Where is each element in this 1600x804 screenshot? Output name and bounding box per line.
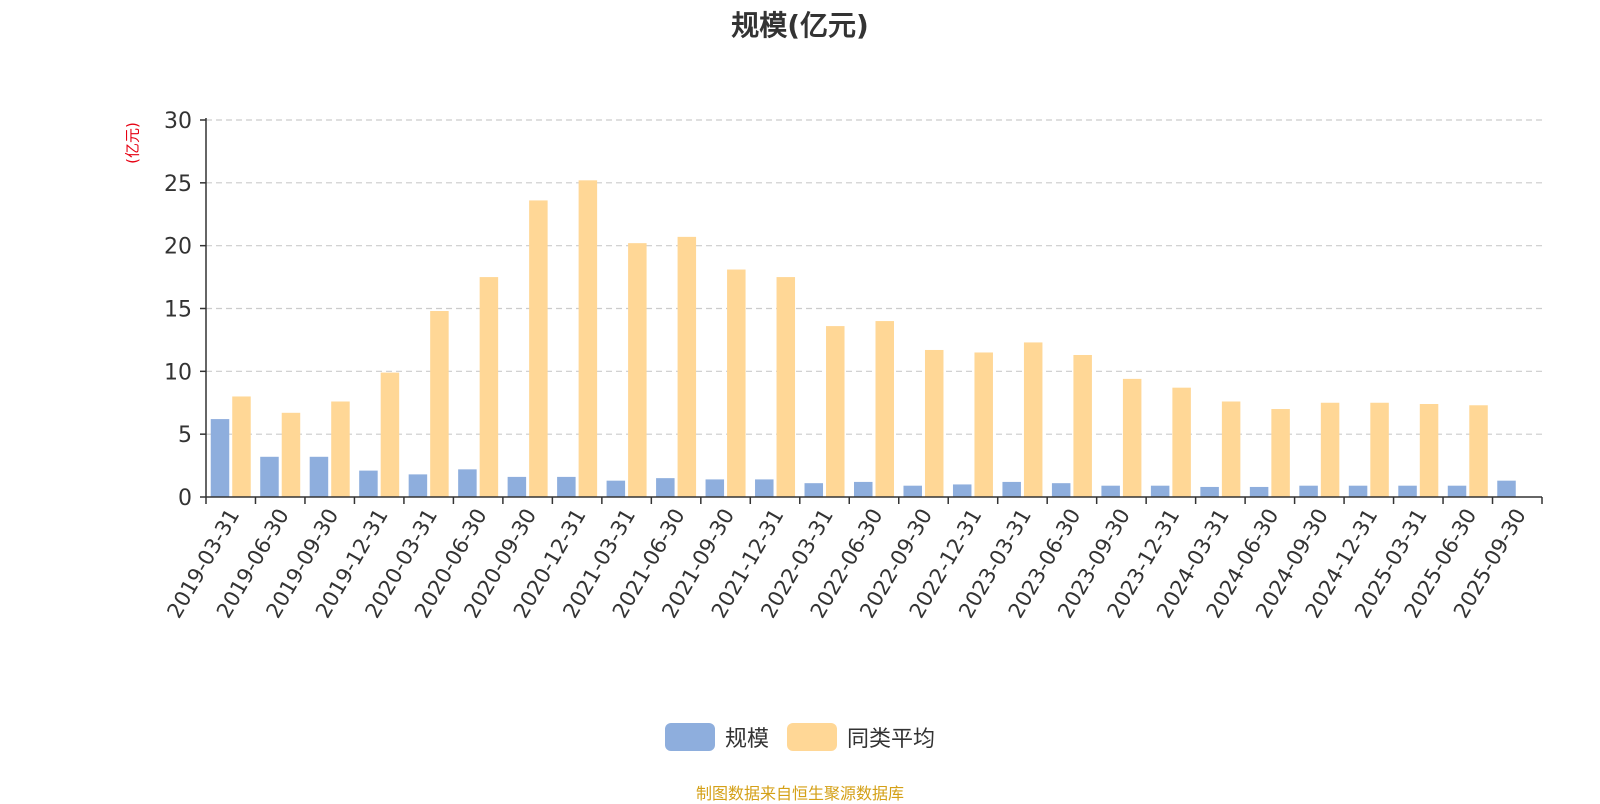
bar-peer-average [1073, 354, 1092, 497]
bar-scale [1447, 485, 1467, 497]
bar-scale [1101, 485, 1120, 497]
bar-peer-average [1221, 401, 1241, 497]
bar-peer-average [281, 412, 301, 497]
bar-peer-average [677, 236, 697, 497]
chart-legend: 规模 同类平均 [0, 721, 1600, 753]
bar-scale [1051, 483, 1071, 497]
legend-swatch-scale [664, 723, 715, 751]
bar-peer-average [1271, 409, 1290, 497]
bar-peer-average [331, 401, 350, 497]
bar-peer-average [1469, 405, 1488, 497]
bar-scale [1249, 486, 1269, 497]
chart-title: 规模(亿元) [731, 9, 869, 42]
bar-scale [656, 478, 675, 497]
bar-scale [359, 470, 378, 497]
legend-label-scale: 规模 [724, 727, 769, 752]
bar-scale [1200, 486, 1219, 497]
bar-peer-average [430, 311, 449, 497]
bar-peer-average [1172, 387, 1191, 497]
bar-scale [210, 419, 230, 497]
bar-scale [804, 483, 824, 497]
bar-peer-average [479, 277, 499, 497]
bar-scale [260, 456, 279, 497]
bar-scale [1002, 481, 1021, 497]
bar-scale [408, 474, 428, 497]
bar-peer-average [232, 396, 251, 497]
bar-scale [309, 456, 329, 497]
bar-peer-average [1320, 402, 1340, 497]
y-tick-label: 20 [164, 235, 192, 260]
bar-scale [705, 479, 725, 497]
bar-peer-average [578, 180, 598, 497]
y-tick-label: 25 [164, 172, 192, 197]
data-source-note: 制图数据来自恒生聚源数据库 [695, 784, 904, 803]
bar-peer-average [1419, 404, 1439, 497]
y-tick-label: 15 [164, 298, 192, 323]
y-tick-label: 0 [178, 486, 192, 511]
bar-scale [1150, 485, 1170, 497]
bar-scale [854, 481, 873, 497]
y-tick-label: 5 [178, 423, 192, 448]
bar-scale [557, 476, 576, 497]
bar-scale [755, 479, 774, 497]
legend-item-peer-average[interactable]: 同类平均 [787, 721, 935, 753]
y-tick-label: 30 [164, 109, 192, 134]
bar-peer-average [628, 243, 647, 497]
bar-scale [1398, 485, 1417, 497]
legend-swatch-peer-average [787, 723, 837, 751]
y-tick-label: 10 [164, 360, 192, 385]
bar-peer-average [529, 200, 548, 497]
bar-peer-average [776, 277, 796, 497]
bar-peer-average [875, 321, 894, 497]
bar-scale [903, 485, 922, 497]
bar-peer-average [1122, 378, 1142, 497]
legend-item-scale[interactable]: 规模 [664, 721, 769, 753]
bar-scale [1497, 480, 1516, 497]
bar-peer-average [727, 269, 746, 497]
bar-scale [952, 484, 972, 497]
bar-peer-average [1023, 342, 1043, 497]
bar-scale [458, 469, 477, 497]
bar-scale [606, 480, 626, 497]
bar-scale [1299, 485, 1318, 497]
bar-scale [1348, 485, 1368, 497]
y-axis-unit-label: (亿元) [123, 122, 142, 164]
bar-peer-average [826, 326, 845, 497]
bar-peer-average [1370, 402, 1389, 497]
bar-peer-average [380, 372, 400, 497]
bar-peer-average [924, 349, 944, 497]
bar-scale [507, 476, 527, 497]
bar-peer-average [974, 352, 993, 497]
legend-label-peer-average: 同类平均 [847, 727, 936, 752]
